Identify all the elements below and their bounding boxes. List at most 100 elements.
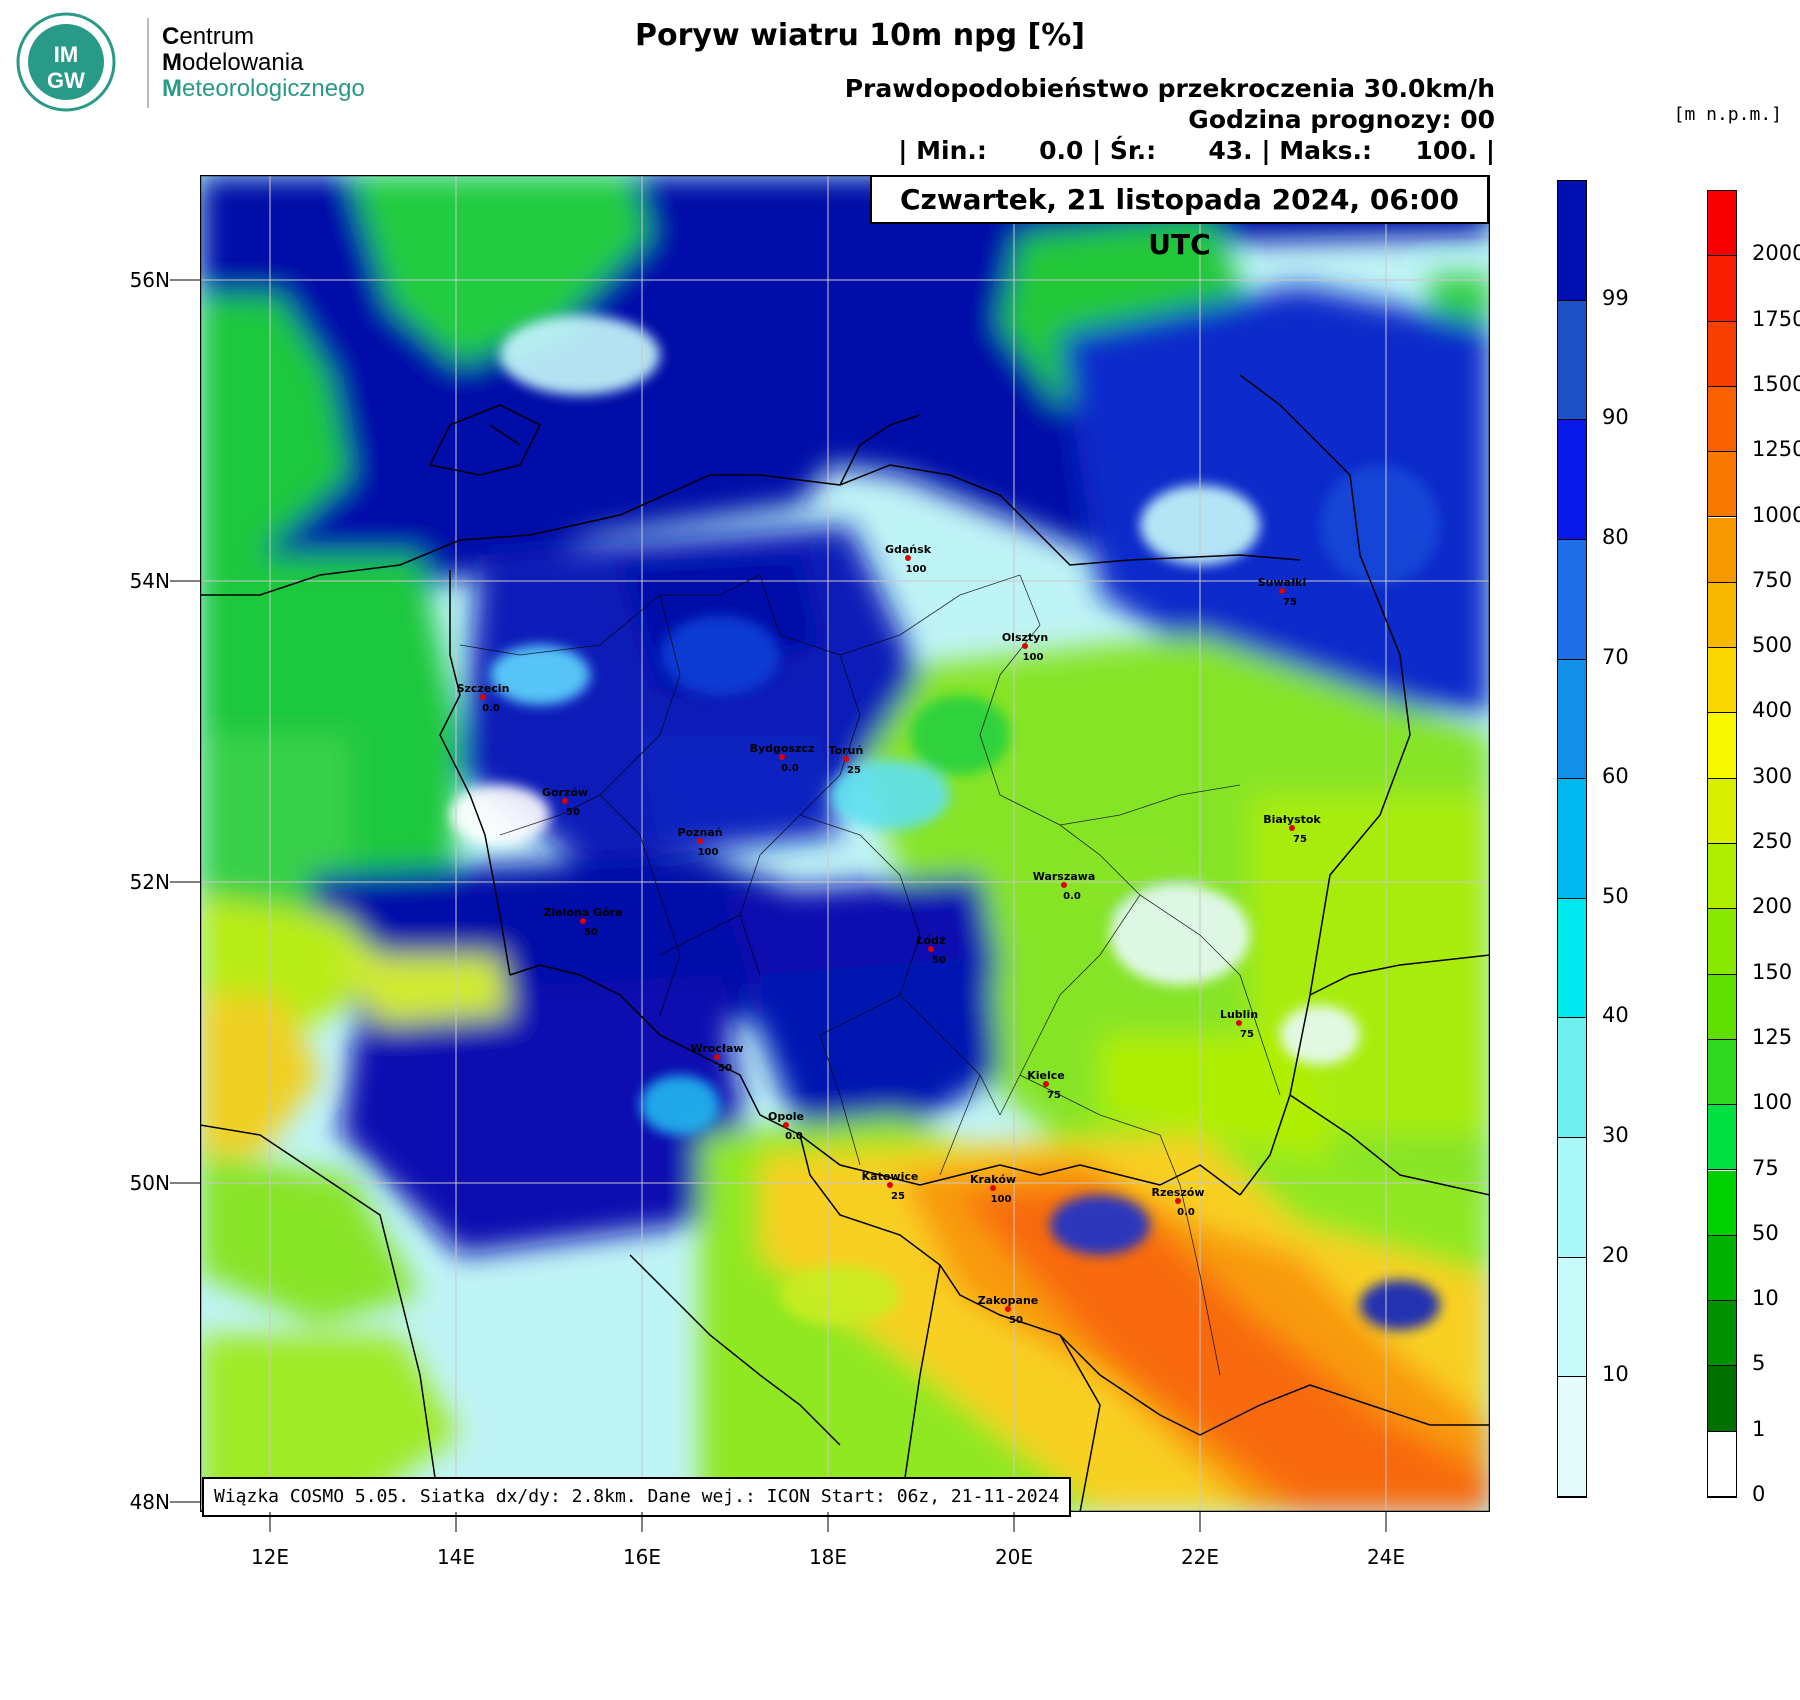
city-name: Opole — [768, 1110, 804, 1123]
city-name: Lublin — [1220, 1008, 1258, 1021]
lon-label: 22E — [1180, 1545, 1220, 1569]
logo-text-line2: Modelowania — [162, 49, 304, 76]
probability-scale-label: 30 — [1602, 1123, 1629, 1148]
city-dot — [480, 694, 486, 700]
height-scale-label: 500 — [1752, 633, 1793, 658]
height-colorbar-segment — [1708, 191, 1736, 257]
city-marker: Białystok 75 — [1263, 813, 1321, 845]
height-colorbar-segment — [1708, 1301, 1736, 1367]
city-marker: Gdańsk 100 — [885, 543, 932, 575]
city-marker: Suwałki 75 — [1258, 576, 1307, 608]
city-marker: Łódź 50 — [916, 934, 946, 966]
height-scale-label: 1750 — [1752, 306, 1800, 331]
city-marker: Zakopane 50 — [978, 1294, 1039, 1326]
height-colorbar-segment — [1708, 452, 1736, 518]
city-name: Olsztyn — [1002, 631, 1048, 644]
city-value: 75 — [1047, 1090, 1061, 1101]
probability-scale-label: 80 — [1602, 524, 1629, 549]
lat-label: 52N — [129, 870, 170, 894]
height-scale-label: 75 — [1752, 1155, 1779, 1180]
probability-colorbar-segment — [1558, 779, 1586, 899]
city-dot — [1061, 882, 1067, 888]
height-colorbar-segment — [1708, 648, 1736, 714]
height-scale-label: 100 — [1752, 1090, 1793, 1115]
probability-colorbar-segment — [1558, 1138, 1586, 1258]
probability-colorbar-segment — [1558, 1018, 1586, 1139]
probability-scale-label: 90 — [1602, 405, 1629, 430]
probability-scale-label: 10 — [1602, 1362, 1629, 1387]
city-name: Warszawa — [1033, 870, 1096, 883]
threshold-info: Prawdopodobieństwo przekroczenia 30.0km/… — [844, 74, 1495, 103]
lon-label: 20E — [994, 1545, 1034, 1569]
probability-colorbar-segment — [1558, 898, 1586, 1019]
lon-label: 12E — [250, 1545, 290, 1569]
city-name: Kraków — [970, 1173, 1016, 1186]
height-colorbar-segment — [1708, 713, 1736, 779]
probability-colorbar-segment — [1558, 300, 1586, 421]
height-colorbar-segment — [1708, 1105, 1736, 1171]
city-marker: Rzeszów 0.0 — [1151, 1186, 1204, 1218]
lon-label: 24E — [1366, 1545, 1406, 1569]
city-name: Zielona Góra — [543, 906, 622, 919]
height-scale-label: 1250 — [1752, 437, 1800, 462]
city-dot — [1022, 643, 1028, 649]
city-marker: Kielce 75 — [1027, 1069, 1065, 1101]
height-scale-label: 300 — [1752, 763, 1793, 788]
city-name: Suwałki — [1258, 576, 1307, 589]
city-value: 0.0 — [1177, 1207, 1195, 1218]
height-colorbar-segment — [1708, 1431, 1736, 1497]
city-dot — [714, 1054, 720, 1060]
height-scale-label: 5 — [1752, 1351, 1766, 1376]
lon-label: 16E — [622, 1545, 662, 1569]
city-name: Białystok — [1263, 813, 1321, 826]
city-name: Wrocław — [690, 1042, 743, 1055]
height-colorbar-segment — [1708, 1039, 1736, 1106]
lat-label: 56N — [129, 268, 170, 292]
probability-colorbar-segment — [1558, 1377, 1586, 1497]
city-dot — [1043, 1081, 1049, 1087]
forecast-hour-info: Godzina prognozy: 00 — [1188, 105, 1495, 134]
city-marker: Warszawa 0.0 — [1033, 870, 1096, 902]
city-value: 50 — [932, 955, 946, 966]
height-scale-label: 10 — [1752, 1286, 1779, 1311]
city-name: Kielce — [1027, 1069, 1065, 1082]
city-marker: Zielona Góra 50 — [543, 906, 622, 938]
probability-colorbar-segment — [1558, 659, 1586, 780]
svg-text:GW: GW — [47, 68, 85, 93]
probability-colorbar — [1557, 180, 1587, 1498]
city-name: Katowice — [862, 1170, 919, 1183]
city-dot — [990, 1185, 996, 1191]
lon-label: 18E — [808, 1545, 848, 1569]
lat-label: 54N — [129, 569, 170, 593]
city-marker: Katowice 25 — [862, 1170, 919, 1202]
city-value: 50 — [566, 807, 580, 818]
city-value: 0.0 — [482, 703, 500, 714]
height-colorbar-segment — [1708, 256, 1736, 322]
city-value: 0.0 — [785, 1131, 803, 1142]
city-name: Łódź — [916, 934, 946, 947]
city-marker: Wrocław 50 — [690, 1042, 743, 1074]
city-marker: Poznań 100 — [677, 826, 722, 858]
height-scale-label: 50 — [1752, 1220, 1779, 1245]
city-value: 100 — [698, 847, 719, 858]
lon-ticks — [269, 1512, 1387, 1532]
height-scale-label: 1000 — [1752, 502, 1800, 527]
height-colorbar-segment — [1708, 844, 1736, 910]
height-colorbar-segment — [1708, 582, 1736, 649]
height-scale-label: 250 — [1752, 829, 1793, 853]
model-info-footer: Wiązka COSMO 5.05. Siatka dx/dy: 2.8km. … — [202, 1477, 1072, 1517]
city-value: 0.0 — [1063, 891, 1081, 902]
city-dot — [580, 918, 586, 924]
city-dot — [1279, 588, 1285, 594]
probability-colorbar-segment — [1558, 539, 1586, 660]
city-marker: Bydgoszcz 0.0 — [750, 742, 815, 774]
city-marker: Olsztyn 100 — [1002, 631, 1048, 663]
height-colorbar-segment — [1708, 1235, 1736, 1302]
city-marker: Szczecin 0.0 — [457, 682, 510, 714]
logo-text-line3: Meteorologicznego — [162, 75, 365, 102]
logo-text-line1: Centrum — [162, 23, 255, 50]
city-name: Gdańsk — [885, 543, 932, 556]
imgw-logo-emblem: IM GW — [16, 12, 116, 112]
city-marker: Toruń 25 — [829, 744, 864, 776]
height-colorbar-segment — [1708, 778, 1736, 844]
